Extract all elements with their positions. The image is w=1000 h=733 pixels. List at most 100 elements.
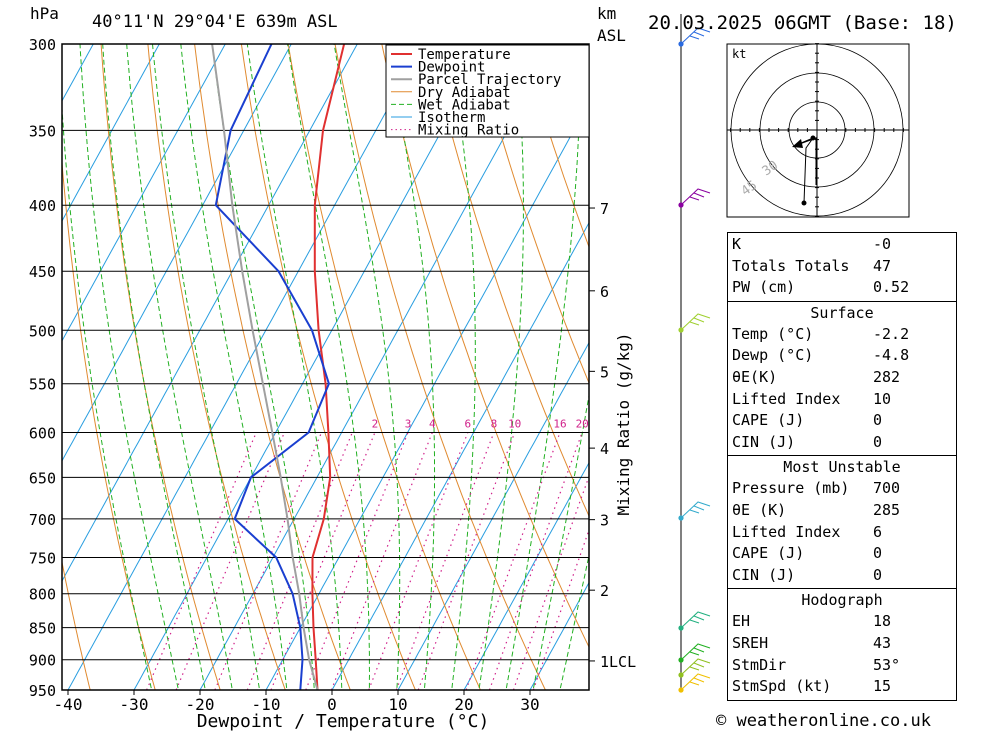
- surface-key: CIN (J): [732, 432, 796, 451]
- hodograph-stat-row: EH 18: [728, 611, 956, 633]
- most-unstable-row: θE (K) 285: [728, 500, 956, 522]
- pressure-tick-label: 550: [29, 376, 56, 394]
- index-value: 47: [873, 256, 892, 275]
- pressure-unit-label: hPa: [30, 4, 59, 23]
- temperature-line: [311, 44, 346, 690]
- hodograph-unit: kt: [732, 47, 746, 61]
- isotherm-line: [62, 44, 226, 342]
- x-tick-label: 30: [520, 695, 539, 714]
- legend-entry: Isotherm: [418, 110, 485, 126]
- hodograph-stat-value: 43: [873, 633, 892, 652]
- dry-adiabat-line: [194, 44, 351, 690]
- hodograph-trace: [793, 136, 817, 204]
- surface-row: CIN (J) 0: [728, 432, 956, 454]
- x-axis-title: Dewpoint / Temperature (°C): [197, 711, 490, 732]
- datetime-title: 20.03.2025 06GMT (Base: 18): [648, 12, 957, 34]
- km-tick-label: 7: [600, 200, 609, 218]
- most-unstable-value: 700: [873, 479, 901, 498]
- pressure-tick-label: 400: [29, 197, 56, 215]
- wet-adiabat-line: [62, 100, 153, 690]
- surface-value: 0: [873, 432, 883, 451]
- surface-value: 0: [873, 411, 883, 430]
- most-unstable-value: 0: [873, 565, 883, 584]
- pressure-tick-label: 800: [29, 586, 56, 604]
- wet-adiabat-line: [387, 44, 436, 690]
- dry-adiabat-line: [240, 44, 416, 690]
- hodograph-point: [810, 135, 816, 141]
- wind-barb: [680, 673, 711, 691]
- pressure-tick-label: 850: [29, 620, 56, 638]
- mixing-ratio-line: [417, 432, 516, 690]
- hodograph-stat-key: SREH: [732, 633, 769, 652]
- surface-section: Surface Temp (°C) -2.2 Dewp (°C) -4.8 θE(K) 2…: [728, 300, 956, 456]
- km-tick-label: 1LCL: [600, 653, 636, 671]
- asl-label: ASL: [597, 26, 626, 45]
- pressure-tick-label: 450: [29, 263, 56, 281]
- wind-barb: [680, 188, 711, 206]
- hodograph-stat-row: StmSpd (kt) 15: [728, 676, 956, 698]
- x-tick-label: 10: [388, 695, 407, 714]
- surface-key: CAPE (J): [732, 411, 805, 430]
- most-unstable-key: CAPE (J): [732, 544, 805, 563]
- most-unstable-row: Pressure (mb) 700: [728, 478, 956, 500]
- index-value: 0.52: [873, 278, 910, 297]
- most-unstable-key: θE (K): [732, 500, 787, 519]
- hodograph-ring-label: 45: [739, 178, 760, 199]
- isotherm-line: [62, 44, 160, 222]
- hodograph-title: Hodograph: [801, 591, 883, 610]
- pressure-tick-label: 750: [29, 550, 56, 568]
- pressure-tick-label: 700: [29, 511, 56, 529]
- mixing-ratio-label: 2: [372, 417, 379, 430]
- parcel-trajectory-line: [211, 44, 319, 690]
- km-label: km: [597, 4, 617, 23]
- isotherm-line: [67, 44, 424, 690]
- hodograph-stat-key: StmSpd (kt): [732, 677, 832, 696]
- mixing-ratio-label: 3: [405, 417, 412, 430]
- pressure-tick-label: 650: [29, 469, 56, 487]
- most-unstable-key: Lifted Index: [732, 522, 841, 541]
- most-unstable-value: 285: [873, 500, 901, 519]
- surface-row: θE(K) 282: [728, 367, 956, 389]
- x-tick-label: -30: [120, 695, 149, 714]
- km-tick-label: 3: [600, 512, 609, 530]
- mixing-ratio-line: [368, 432, 469, 690]
- dry-adiabat-line: [62, 156, 156, 690]
- dry-adiabat-line: [381, 44, 589, 649]
- surface-value: 282: [873, 367, 901, 386]
- index-key: Totals Totals: [732, 256, 850, 275]
- wind-barb: [680, 611, 711, 629]
- hodograph-stat-value: 18: [873, 612, 892, 631]
- mixing-ratio-line: [270, 432, 376, 690]
- isotherm-line: [397, 341, 589, 690]
- index-key: PW (cm): [732, 278, 796, 297]
- dry-adiabat-line: [62, 559, 91, 690]
- isotherm-line: [463, 461, 589, 690]
- most-unstable-value: 6: [873, 522, 883, 541]
- most-unstable-key: Pressure (mb): [732, 479, 850, 498]
- wind-barb: [680, 658, 711, 676]
- mixing-ratio-line: [532, 528, 589, 690]
- isotherm-line: [62, 44, 358, 582]
- surface-row: Temp (°C) -2.2: [728, 324, 956, 346]
- legend-entry: Mixing Ratio: [418, 123, 519, 139]
- dry-adiabat-line: [100, 44, 221, 690]
- wind-barb: [680, 27, 711, 45]
- surface-key: Lifted Index: [732, 389, 841, 408]
- indices-section: K -0 Totals Totals 47 PW (cm) 0.52: [728, 233, 956, 301]
- legend-entry: Temperature: [418, 47, 511, 63]
- wind-barb: [680, 501, 711, 519]
- x-tick-label: -20: [186, 695, 215, 714]
- wet-adiabat-line: [448, 44, 476, 690]
- surface-key: θE(K): [732, 367, 778, 386]
- mixing-ratio-label: 10: [508, 417, 521, 430]
- surface-title: Surface: [810, 303, 874, 322]
- wet-adiabat-line: [79, 44, 179, 690]
- km-tick-label: 4: [600, 440, 609, 458]
- most-unstable-row: CIN (J) 0: [728, 565, 956, 587]
- mixing-ratio-label: 8: [491, 417, 498, 430]
- hodograph-stat-key: StmDir: [732, 655, 787, 674]
- hodograph-stat-value: 53°: [873, 655, 901, 674]
- pressure-tick-label: 350: [29, 122, 56, 140]
- dry-adiabat-line: [428, 44, 589, 518]
